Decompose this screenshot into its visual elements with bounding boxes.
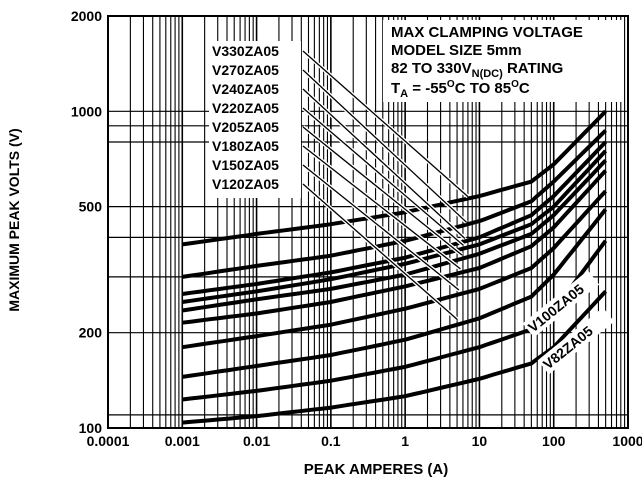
leader-line xyxy=(302,164,460,291)
leader-line xyxy=(302,183,458,321)
title-deg-1: O xyxy=(447,79,455,90)
legend-box xyxy=(209,41,301,198)
leader-line xyxy=(302,145,461,270)
title-rating-tail: RATING xyxy=(503,60,564,77)
y-tick-label: 2000 xyxy=(71,8,102,24)
series-line xyxy=(182,140,608,296)
x-tick-label: 10 xyxy=(472,433,488,449)
plot-frame xyxy=(107,15,629,429)
title-line-3: 82 TO 330VN(DC) RATING xyxy=(391,60,563,80)
title-ta-sub: A xyxy=(400,88,408,100)
series-label: V240ZA05 xyxy=(212,81,279,97)
y-tick-label: 1000 xyxy=(71,103,102,119)
y-tick-label: 500 xyxy=(79,199,103,215)
x-axis-label: PEAK AMPERES (A) xyxy=(304,461,448,478)
series-line xyxy=(182,109,608,247)
x-tick-label: 0.1 xyxy=(321,433,341,449)
x-tick-label: 0.01 xyxy=(243,433,270,449)
series-label: V120ZA05 xyxy=(212,176,279,192)
series-label: V220ZA05 xyxy=(212,100,279,116)
tick-labels: 0.0001 0.001 0.01 0.1 1 10 100 1000 100 200 500 100… xyxy=(71,8,642,449)
title-line-2: MODEL SIZE 5mm xyxy=(391,42,522,59)
x-tick-label: 0.0001 xyxy=(87,433,130,449)
series-line xyxy=(182,159,608,313)
leader-line xyxy=(302,50,469,198)
series-label: V180ZA05 xyxy=(212,138,279,154)
title-line-4: TA = -55OC TO 85OC xyxy=(391,79,530,100)
series-label: V205ZA05 xyxy=(212,119,279,135)
title-box xyxy=(383,20,623,102)
series-line xyxy=(182,208,608,379)
x-tick-label: 1 xyxy=(401,433,409,449)
title-rating-sub: N(DC) xyxy=(472,68,503,80)
title-rating-prefix: 82 TO 330V xyxy=(391,60,472,77)
title-line-1: MAX CLAMPING VOLTAGE xyxy=(391,24,583,41)
title-ta-c2: C xyxy=(519,80,530,97)
series-label: V330ZA05 xyxy=(212,43,279,59)
leader-line xyxy=(302,88,466,239)
leader-line xyxy=(302,107,464,246)
title-ta-mid: = -55 xyxy=(408,80,447,97)
series-label: V150ZA05 xyxy=(212,157,279,173)
series-line xyxy=(182,129,608,279)
rotated-label-bg xyxy=(522,270,600,338)
x-tick-label: 1000 xyxy=(612,433,642,449)
leader-lines xyxy=(301,49,470,322)
legend: V330ZA05 V270ZA05 V240ZA05 V220ZA05 V205ZA05… xyxy=(212,43,279,192)
leader-line xyxy=(302,126,463,256)
x-tick-label: 100 xyxy=(542,433,566,449)
series-line xyxy=(182,189,608,350)
series-label: V270ZA05 xyxy=(212,62,279,78)
series-line xyxy=(182,290,608,425)
x-tick-label: 0.001 xyxy=(165,433,200,449)
title-deg-2: O xyxy=(511,79,519,90)
chart-title: MAX CLAMPING VOLTAGE MODEL SIZE 5mm 82 T… xyxy=(391,24,583,100)
title-ta: T xyxy=(391,80,400,97)
rotated-label-text: V100ZA05 xyxy=(525,281,587,336)
y-axis-label: MAXIMUM PEAK VOLTS (V) xyxy=(6,128,22,311)
rotated-label-bg xyxy=(537,307,615,375)
y-tick-label: 200 xyxy=(79,325,103,341)
leader-line xyxy=(302,69,467,223)
y-tick-label: 100 xyxy=(79,420,103,436)
title-ta-c1: C TO 85 xyxy=(455,80,511,97)
